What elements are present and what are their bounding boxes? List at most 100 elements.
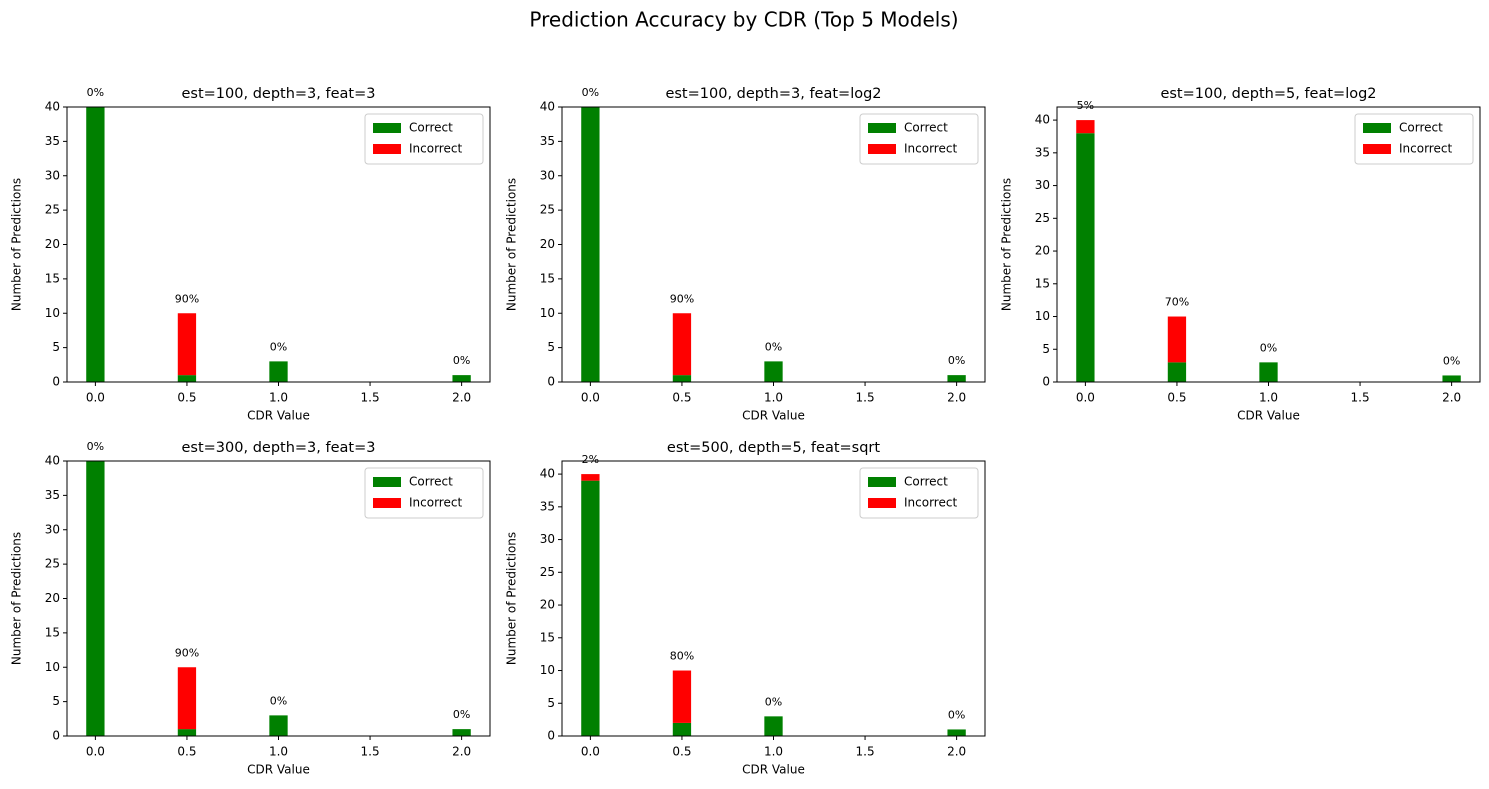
bar: [581, 107, 600, 382]
bar: [764, 716, 783, 736]
y-tick-label: 5: [547, 340, 555, 354]
bar: [177, 375, 197, 382]
legend-swatch: [1363, 123, 1391, 133]
y-axis-label: Number of Predictions: [505, 532, 519, 665]
x-tick-label: 0.5: [177, 745, 196, 759]
x-tick-label: 1.5: [361, 391, 380, 405]
value-label: 0%: [453, 708, 470, 721]
value-label: 0%: [87, 440, 104, 453]
legend-swatch: [373, 498, 401, 508]
value-label: 0%: [948, 708, 965, 721]
y-tick-label: 25: [540, 565, 555, 579]
value-label: 90%: [175, 292, 199, 305]
plot-area: [86, 461, 471, 736]
legend-label: Incorrect: [1399, 142, 1452, 156]
y-tick-label: 30: [1035, 178, 1050, 192]
y-tick-label: 15: [540, 630, 555, 644]
x-tick-label: 2.0: [452, 391, 471, 405]
bar: [86, 461, 105, 736]
x-axis-label: CDR Value: [247, 409, 310, 423]
plot-area: [1076, 120, 1461, 382]
value-label: 0%: [270, 340, 287, 353]
bar: [947, 375, 966, 382]
legend-swatch: [868, 144, 896, 154]
bar: [1259, 362, 1278, 382]
axes-title: est=100, depth=3, feat=3: [182, 86, 376, 102]
bar: [269, 715, 288, 736]
x-tick-label: 0.5: [177, 391, 196, 405]
y-tick-label: 0: [52, 375, 60, 389]
axes-title: est=500, depth=5, feat=sqrt: [667, 440, 880, 456]
value-label: 80%: [670, 650, 694, 663]
y-tick-label: 0: [1042, 375, 1050, 389]
legend-swatch: [373, 477, 401, 487]
legend-swatch: [868, 477, 896, 487]
x-tick-label: 1.0: [269, 391, 288, 405]
y-axis-label: Number of Predictions: [1000, 178, 1014, 311]
y-tick-label: 10: [1035, 309, 1050, 323]
y-tick-label: 30: [45, 522, 60, 536]
plot-area: [86, 107, 471, 382]
x-tick-label: 2.0: [947, 745, 966, 759]
x-axis-label: CDR Value: [1237, 409, 1300, 423]
y-tick-label: 40: [540, 100, 555, 114]
bar: [672, 722, 692, 736]
x-tick-label: 2.0: [1442, 391, 1461, 405]
value-label: 0%: [453, 354, 470, 367]
y-tick-label: 30: [540, 168, 555, 182]
x-axis-label: CDR Value: [742, 763, 805, 777]
bar: [1167, 362, 1187, 382]
y-tick-label: 10: [540, 663, 555, 677]
legend-label: Incorrect: [904, 496, 957, 510]
y-tick-label: 30: [540, 532, 555, 546]
value-label: 0%: [582, 86, 599, 99]
value-label: 0%: [1260, 341, 1277, 354]
value-label: 90%: [670, 292, 694, 305]
bar: [1167, 316, 1187, 363]
bar: [1442, 375, 1461, 382]
legend-label: Incorrect: [409, 496, 462, 510]
legend-swatch: [373, 123, 401, 133]
bar: [947, 729, 966, 736]
y-tick-label: 10: [45, 306, 60, 320]
bar: [177, 729, 197, 736]
x-tick-label: 1.0: [1259, 391, 1278, 405]
legend-label: Correct: [904, 121, 948, 135]
axes-title: est=100, depth=3, feat=log2: [665, 86, 881, 102]
y-tick-label: 35: [540, 134, 555, 148]
x-tick-label: 0.0: [581, 391, 600, 405]
x-tick-label: 0.0: [86, 745, 105, 759]
y-tick-label: 20: [45, 237, 60, 251]
y-tick-label: 20: [540, 237, 555, 251]
x-tick-label: 0.0: [1076, 391, 1095, 405]
bar: [581, 480, 600, 736]
y-tick-label: 35: [540, 499, 555, 513]
y-tick-label: 35: [1035, 145, 1050, 159]
x-tick-label: 2.0: [947, 391, 966, 405]
x-tick-label: 1.5: [1351, 391, 1370, 405]
legend-label: Correct: [904, 475, 948, 489]
value-label: 0%: [87, 86, 104, 99]
y-tick-label: 35: [45, 134, 60, 148]
y-tick-label: 25: [540, 203, 555, 217]
x-tick-label: 0.5: [1167, 391, 1186, 405]
value-label: 2%: [582, 453, 599, 466]
value-label: 70%: [1165, 296, 1189, 309]
y-tick-label: 20: [1035, 244, 1050, 258]
x-tick-label: 1.5: [856, 745, 875, 759]
plot-area: [581, 107, 966, 382]
bar: [764, 361, 783, 382]
bar: [1076, 120, 1095, 134]
legend-label: Incorrect: [904, 142, 957, 156]
x-tick-label: 1.5: [361, 745, 380, 759]
legend-label: Incorrect: [409, 142, 462, 156]
y-tick-label: 5: [52, 340, 60, 354]
y-tick-label: 35: [45, 488, 60, 502]
bar: [269, 361, 288, 382]
axes-title: est=300, depth=3, feat=3: [182, 440, 376, 456]
y-axis-label: Number of Predictions: [10, 178, 24, 311]
y-tick-label: 25: [1035, 211, 1050, 225]
bar: [452, 375, 471, 382]
y-tick-label: 10: [540, 306, 555, 320]
